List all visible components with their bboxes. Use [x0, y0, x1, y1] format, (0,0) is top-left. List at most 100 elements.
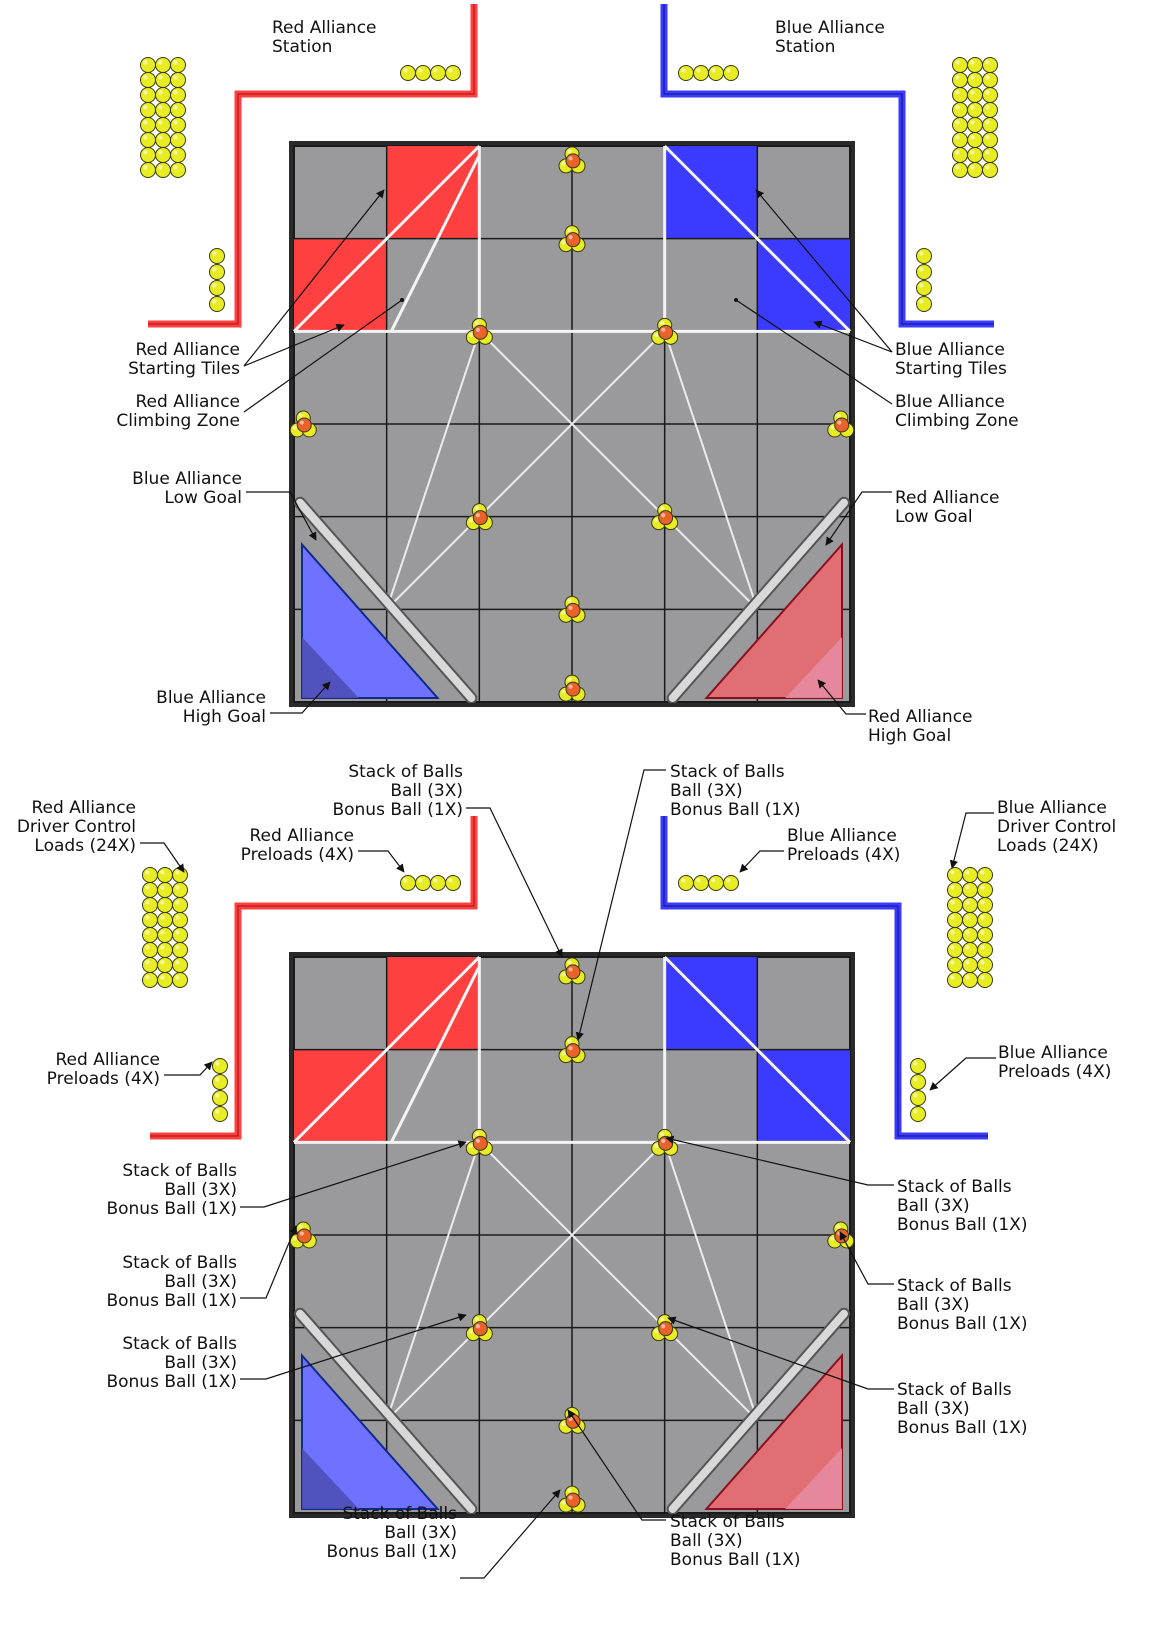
- red-driver-control-balls: [140, 57, 186, 178]
- bonus-ball: [565, 602, 581, 618]
- ball: [967, 117, 983, 133]
- label-line: Preloads (4X): [241, 845, 354, 865]
- label-line: Red Alliance: [250, 826, 355, 846]
- leader-line: [243, 189, 385, 367]
- ball-stack: [558, 1036, 586, 1064]
- label-line: Blue Alliance: [156, 688, 266, 708]
- ball: [982, 102, 998, 118]
- ball: [916, 280, 932, 296]
- label: Stack of Balls Ball (3X) Bonus Ball (1X): [106, 1161, 237, 1219]
- ball: [962, 897, 978, 913]
- ball: [209, 264, 225, 280]
- ball: [445, 65, 461, 81]
- label-line: Red Alliance: [272, 18, 377, 38]
- ball: [910, 1090, 926, 1106]
- tape-line: [663, 144, 852, 333]
- ball: [982, 87, 998, 103]
- bonus-ball: [565, 1043, 581, 1059]
- label: Red Alliance Preloads (4X): [241, 826, 354, 865]
- ball: [967, 72, 983, 88]
- label-line: Stack of Balls: [122, 1161, 237, 1181]
- leader-line: [240, 1225, 297, 1299]
- ball: [155, 57, 171, 73]
- ball-stack: [651, 317, 679, 345]
- ball: [142, 882, 158, 898]
- ball: [977, 912, 993, 928]
- leader-line: [929, 1057, 996, 1091]
- red-alliance-station-edge: [148, 4, 475, 325]
- bonus-ball: [834, 417, 850, 433]
- label-line: Ball (3X): [390, 781, 463, 801]
- ball: [916, 264, 932, 280]
- label-line: Ball (3X): [897, 1399, 970, 1419]
- label-line: Blue Alliance: [895, 392, 1005, 412]
- ball: [172, 867, 188, 883]
- tape-line: [663, 1142, 759, 1421]
- label: Stack of Balls Ball (3X) Bonus Ball (1X): [897, 1177, 1028, 1235]
- label-line: Red Alliance: [136, 340, 241, 360]
- leader-line: [164, 1061, 213, 1076]
- label-line: Stack of Balls: [897, 1380, 1012, 1400]
- ball: [445, 875, 461, 891]
- label: Blue Alliance Preloads (4X): [787, 826, 900, 865]
- bonus-ball: [658, 324, 674, 340]
- blue-alliance-station-edge: [663, 4, 994, 325]
- ball: [170, 87, 186, 103]
- bonus-ball: [658, 510, 674, 526]
- ball-stack: [465, 1314, 493, 1342]
- blue-high-goal: [301, 1352, 440, 1510]
- label: Blue Alliance High Goal: [156, 688, 266, 727]
- ball: [977, 882, 993, 898]
- label: Blue Alliance Starting Tiles: [895, 340, 1007, 379]
- ball: [170, 102, 186, 118]
- label-line: Station: [775, 37, 835, 57]
- leader-line: [270, 681, 331, 714]
- label: Blue Alliance Station: [775, 18, 885, 57]
- ball: [962, 957, 978, 973]
- ball: [170, 117, 186, 133]
- ball: [962, 972, 978, 988]
- ball: [172, 927, 188, 943]
- ball: [952, 162, 968, 178]
- leader-line: [575, 769, 666, 1041]
- label: Blue Alliance Preloads (4X): [998, 1043, 1111, 1082]
- label-line: Low Goal: [164, 488, 242, 508]
- red-preload-balls: [400, 65, 461, 81]
- label: Red Alliance Station: [272, 18, 377, 57]
- field: [289, 141, 855, 707]
- ball: [415, 65, 431, 81]
- ball: [910, 1058, 926, 1074]
- ball: [157, 972, 173, 988]
- ball-stack: [465, 317, 493, 345]
- tape-line: [385, 515, 481, 611]
- leader-line: [243, 299, 403, 413]
- ball: [142, 912, 158, 928]
- bonus-ball: [472, 1135, 488, 1151]
- ball: [155, 132, 171, 148]
- label-line: Bonus Ball (1X): [897, 1418, 1028, 1438]
- ball-stack: [558, 674, 586, 702]
- ball: [430, 875, 446, 891]
- leader-line: [243, 323, 345, 367]
- ball: [170, 147, 186, 163]
- ball: [212, 1058, 228, 1074]
- ball: [140, 117, 156, 133]
- label: Stack of Balls Ball (3X) Bonus Ball (1X): [897, 1380, 1028, 1438]
- tape-line: [389, 965, 481, 1144]
- label-line: Preloads (4X): [787, 845, 900, 865]
- ball: [155, 162, 171, 178]
- label: Blue Alliance Climbing Zone: [895, 392, 1019, 431]
- label-line: Ball (3X): [164, 1353, 237, 1373]
- ball: [967, 162, 983, 178]
- blue-high-goal-inner: [302, 1448, 359, 1509]
- ball: [967, 87, 983, 103]
- ball: [977, 867, 993, 883]
- ball: [400, 875, 416, 891]
- ball: [708, 875, 724, 891]
- label-line: Low Goal: [895, 507, 973, 527]
- label-line: Red Alliance: [136, 392, 241, 412]
- leader-line: [817, 679, 866, 715]
- leader-line: [667, 1316, 894, 1390]
